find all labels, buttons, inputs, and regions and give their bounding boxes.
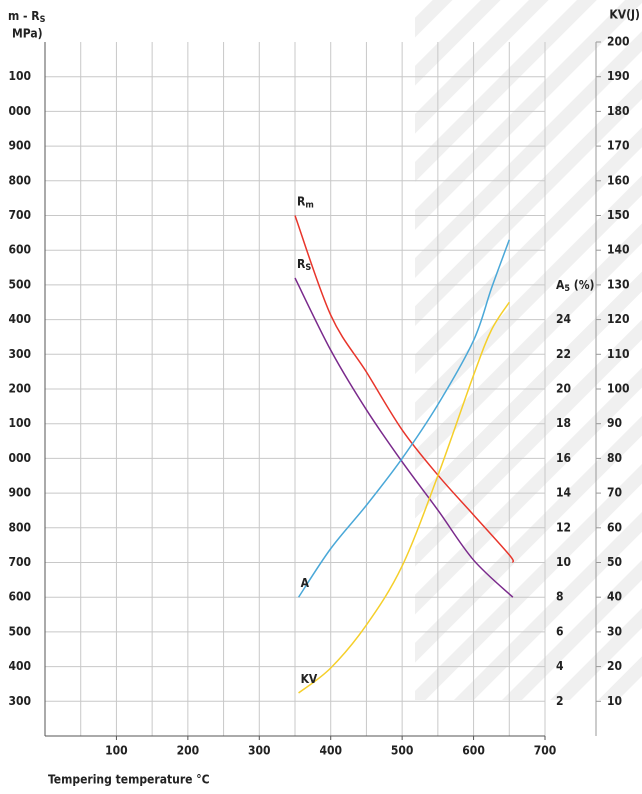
- y-tick-label: 500: [8, 277, 31, 291]
- y2-tick-label: 18: [556, 416, 571, 430]
- x-tick-label: 500: [391, 744, 414, 758]
- y2-axis-label-rest: (%): [570, 278, 595, 292]
- y-tick-label: 900: [8, 139, 31, 153]
- x-tick-label: 600: [462, 744, 485, 758]
- y3-tick-label: 70: [607, 486, 622, 500]
- y-tick-label: 300: [8, 347, 31, 361]
- y-axis-label: m - RS: [8, 9, 46, 25]
- y-tick-label: 000: [8, 104, 31, 118]
- y3-tick-label: 100: [607, 382, 630, 396]
- y2-tick-label: 14: [556, 486, 572, 500]
- y3-tick-label: 150: [607, 208, 630, 222]
- series-label-main: KV: [301, 671, 318, 685]
- y-axis-label-main: m - R: [8, 9, 40, 23]
- y3-tick-label: 80: [607, 451, 622, 465]
- series-label-main: R: [297, 194, 306, 208]
- y2-tick-label: 16: [556, 451, 571, 465]
- y3-tick-label: 140: [607, 243, 630, 257]
- y3-tick-label: 120: [607, 312, 630, 326]
- y-tick-label: 800: [8, 520, 31, 534]
- y3-axis-label: KV(J): [609, 8, 640, 22]
- x-tick-label: 300: [248, 744, 271, 758]
- y-tick-label: 600: [8, 243, 31, 257]
- y3-tick-label: 90: [607, 416, 622, 430]
- y-tick-label: 500: [8, 624, 31, 638]
- y-tick-label: 600: [8, 590, 31, 604]
- y-tick-label: 800: [8, 173, 31, 187]
- y3-tick-label: 60: [607, 520, 622, 534]
- y3-tick-label: 10: [607, 694, 622, 708]
- series-label: KV: [301, 671, 318, 685]
- y-tick-label: 000: [8, 451, 31, 465]
- y2-axis-label: A5 (%): [556, 278, 595, 294]
- y3-tick-label: 50: [607, 555, 622, 569]
- y-tick-label: 100: [8, 69, 31, 83]
- y2-tick-label: 24: [556, 312, 572, 326]
- y3-tick-label: 20: [607, 659, 622, 673]
- series-line: [297, 239, 510, 598]
- series-line: [294, 277, 514, 598]
- y3-tick-label: 190: [607, 69, 630, 83]
- y-tick-label: 300: [8, 694, 31, 708]
- x-tick-label: 100: [105, 744, 128, 758]
- watermark: [415, 0, 642, 700]
- y2-tick-label: 4: [556, 659, 564, 673]
- y2-tick-label: 22: [556, 347, 571, 361]
- series-label-sub: S: [305, 262, 311, 272]
- y-tick-label: 400: [8, 312, 31, 326]
- y2-axis-label-sub: 5: [564, 284, 570, 294]
- series-label-main: R: [297, 256, 306, 270]
- y-tick-label: 400: [8, 659, 31, 673]
- x-axis-label: Tempering temperature °C: [48, 773, 210, 787]
- y-tick-label: 900: [8, 486, 31, 500]
- series-line: [294, 215, 515, 563]
- series-label-sub: m: [305, 200, 313, 210]
- y2-axis-label-main: A: [556, 278, 565, 292]
- y3-tick-label: 110: [607, 347, 630, 361]
- y3-tick-label: 200: [607, 35, 630, 49]
- y2-tick-label: 20: [556, 382, 571, 396]
- y2-tick-label: 10: [556, 555, 571, 569]
- x-tick-label: 700: [534, 744, 557, 758]
- y3-tick-label: 180: [607, 104, 630, 118]
- y3-tick-label: 40: [607, 590, 622, 604]
- y-tick-label: 700: [8, 208, 31, 222]
- y2-tick-label: 12: [556, 520, 571, 534]
- y-tick-label: 200: [8, 382, 31, 396]
- y2-tick-label: 2: [556, 694, 564, 708]
- x-tick-label: 400: [319, 744, 342, 758]
- series-label: A: [301, 576, 310, 590]
- y-tick-label: 700: [8, 555, 31, 569]
- y3-tick-label: 170: [607, 139, 630, 153]
- y3-tick-label: 130: [607, 277, 630, 291]
- series-label: Rm: [297, 194, 314, 210]
- y3-tick-label: 30: [607, 624, 622, 638]
- series-label-main: A: [301, 576, 310, 590]
- y3-tick-label: 160: [607, 173, 630, 187]
- series-line: [298, 301, 510, 694]
- y-tick-label: 100: [8, 416, 31, 430]
- y-axis-label-line2: MPa): [12, 27, 43, 41]
- y2-tick-label: 8: [556, 590, 564, 604]
- series-label: RS: [297, 256, 311, 272]
- y2-tick-label: 6: [556, 624, 564, 638]
- y-axis-label-sub: S: [40, 15, 46, 25]
- x-tick-label: 200: [177, 744, 200, 758]
